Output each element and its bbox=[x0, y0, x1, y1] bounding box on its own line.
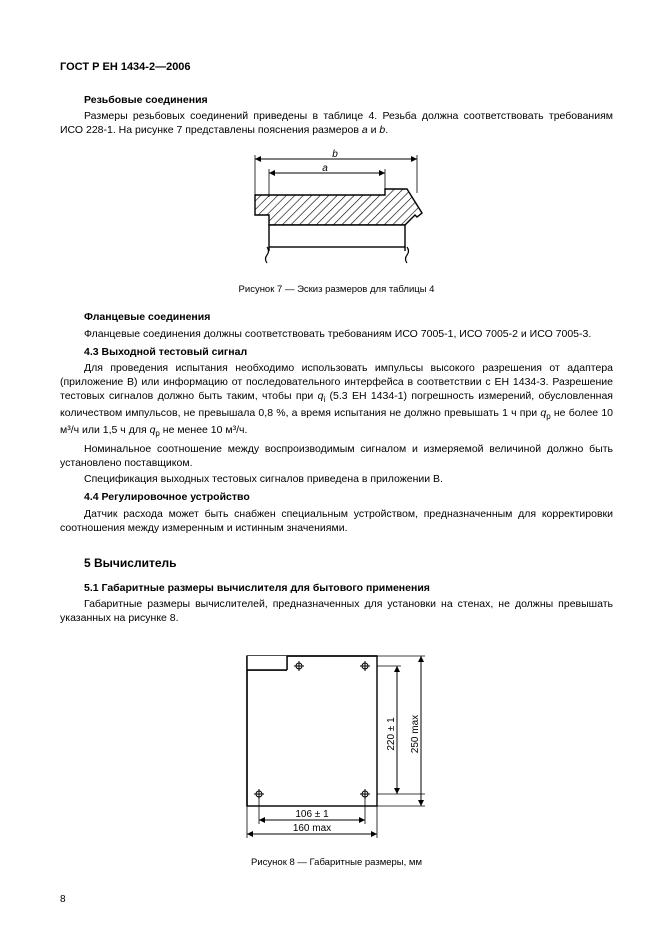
figure-8-caption: Рисунок 8 — Габаритные размеры, мм bbox=[60, 857, 613, 870]
fig7-label-a: a bbox=[322, 163, 328, 174]
fig8-dim-h2: 250 max bbox=[410, 714, 421, 752]
section-4-3-p1: Для проведения испытания необходимо испо… bbox=[60, 361, 613, 440]
figure-8-svg: 220 ± 1 250 max 106 ± 1 160 max bbox=[187, 636, 487, 841]
page-number: 8 bbox=[60, 893, 66, 907]
figure-7: b a bbox=[60, 147, 613, 271]
threaded-heading: Резьбовые соединения bbox=[60, 93, 613, 107]
section-5-title: 5 Вычислитель bbox=[84, 555, 613, 571]
section-4-4-p1: Датчик расхода может быть снабжен специа… bbox=[60, 507, 613, 535]
section-4-3-title: 4.3 Выходной тестовый сигнал bbox=[60, 345, 613, 359]
fig8-dim-h1: 220 ± 1 bbox=[386, 717, 397, 751]
text: и bbox=[368, 124, 380, 136]
flange-title: Фланцевые соединения bbox=[84, 311, 210, 323]
page: ГОСТ Р ЕН 1434-2—2006 Резьбовые соединен… bbox=[0, 0, 661, 936]
text: . bbox=[385, 124, 388, 136]
section-4-3-p2: Номинальное соотношение между воспроизво… bbox=[60, 442, 613, 470]
section-5-1-p1: Габаритные размеры вычислителей, предназ… bbox=[60, 597, 613, 625]
text: не менее 10 м³/ч. bbox=[160, 424, 248, 436]
figure-8: 220 ± 1 250 max 106 ± 1 160 max bbox=[60, 636, 613, 845]
fig8-dim-w2: 160 max bbox=[292, 823, 330, 834]
fig7-label-b: b bbox=[332, 149, 338, 160]
text: Размеры резьбовых соединений приведены в… bbox=[60, 110, 613, 136]
fig8-dim-w1: 106 ± 1 bbox=[295, 809, 329, 820]
header-standard-code: ГОСТ Р ЕН 1434-2—2006 bbox=[60, 60, 613, 75]
section-4-3-p3: Спецификация выходных тестовых сигналов … bbox=[60, 472, 613, 486]
section-4-4-title: 4.4 Регулировочное устройство bbox=[60, 490, 613, 504]
flange-p1: Фланцевые соединения должны соответствов… bbox=[60, 327, 613, 341]
section-5-1-title: 5.1 Габаритные размеры вычислителя для б… bbox=[60, 581, 613, 595]
threaded-title: Резьбовые соединения bbox=[84, 94, 208, 106]
flange-heading: Фланцевые соединения bbox=[60, 310, 613, 324]
threaded-p1: Размеры резьбовых соединений приведены в… bbox=[60, 109, 613, 137]
figure-7-caption: Рисунок 7 — Эскиз размеров для таблицы 4 bbox=[60, 284, 613, 297]
figure-7-svg: b a bbox=[207, 147, 467, 267]
